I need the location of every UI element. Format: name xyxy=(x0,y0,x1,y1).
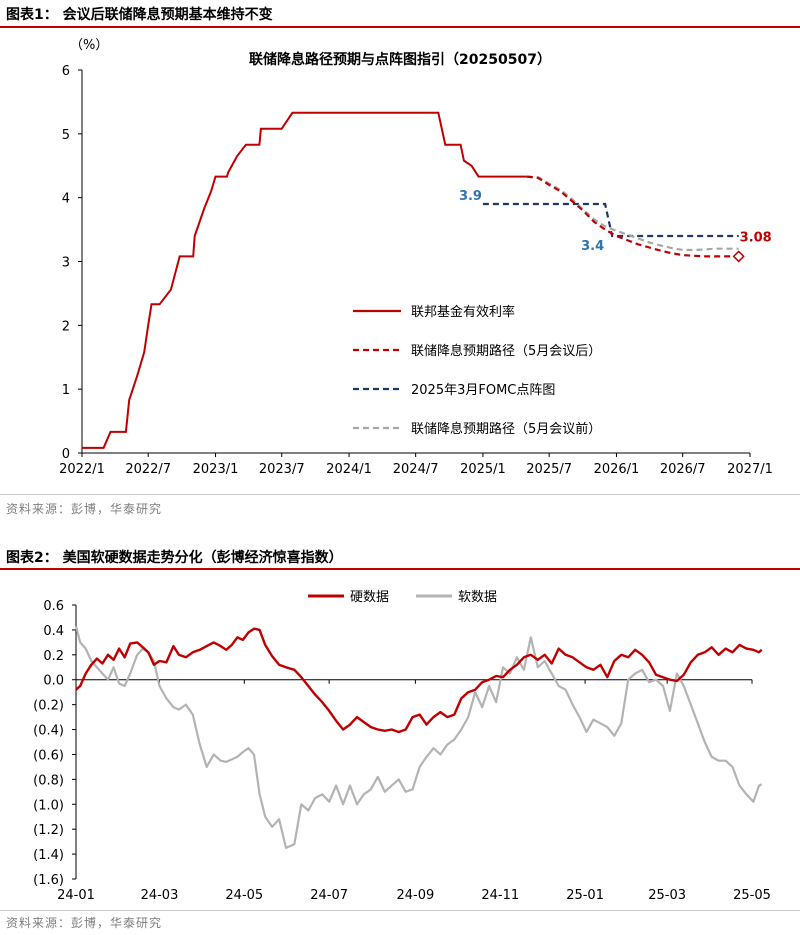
chart1-x-tick-label: 2024/7 xyxy=(393,462,439,477)
chart1-title: 联储降息路径预期与点阵图指引（20250507） xyxy=(249,51,551,68)
chart1-legend-label: 2025年3月FOMC点阵图 xyxy=(411,383,555,398)
chart1-x-tick-label: 2025/1 xyxy=(460,462,506,477)
chart2-y-tick-label: 0.2 xyxy=(43,649,64,664)
chart1-x-tick-label: 2027/1 xyxy=(727,462,773,477)
figure2-heading: 图表2： 美国软硬数据走势分化（彭博经济惊喜指数） xyxy=(6,550,343,566)
chart2-x-tick-label: 25-01 xyxy=(566,888,604,903)
chart1-x-tick-label: 2022/1 xyxy=(59,462,105,477)
chart1-x-tick-label: 2024/1 xyxy=(326,462,372,477)
chart2-x-tick-label: 24-05 xyxy=(225,888,263,903)
chart1-legend-label: 联储降息预期路径（5月会议后） xyxy=(411,343,601,359)
chart1-x-tick-label: 2023/7 xyxy=(259,462,305,477)
chart2-y-tick-label: (0.8) xyxy=(33,773,64,788)
chart2-x-tick-label: 25-03 xyxy=(648,888,686,903)
chart1-y-tick-label: 0 xyxy=(62,447,70,462)
chart2-x-tick-label: 24-03 xyxy=(141,888,179,903)
figure1-source: 资料来源：彭博，华泰研究 xyxy=(6,502,163,516)
chart1-y-tick-label: 5 xyxy=(62,128,70,143)
chart2-x-tick-label: 24-09 xyxy=(397,888,435,903)
chart2: 0.6 0.4 0.2 0.0 (0.2) (0.4) (0.6) (0.8) (1.0) (1.… xyxy=(33,590,771,903)
chart2-legend-label: 软数据 xyxy=(458,590,497,605)
chart2-legend-label: 硬数据 xyxy=(350,590,389,605)
chart1-legend-label: 联储降息预期路径（5月会议前） xyxy=(411,421,601,437)
chart1-x-tick-label: 2025/7 xyxy=(526,462,572,477)
chart1-series-line-2 xyxy=(482,202,739,238)
chart2-y-tick-label: 0.6 xyxy=(43,599,64,614)
chart2-y-tick-label: 0.4 xyxy=(43,624,64,639)
chart1-y-tick-label: 6 xyxy=(62,64,70,79)
chart2-x-tick-label: 25-05 xyxy=(733,888,771,903)
chart1-x-tick-label: 2022/7 xyxy=(125,462,171,477)
chart1-y-tick-label: 3 xyxy=(62,256,70,271)
chart2-x-tick-label: 24-11 xyxy=(481,888,519,903)
chart1-x-tick-label: 2026/7 xyxy=(660,462,706,477)
chart2-series-line-0 xyxy=(75,627,763,734)
chart1-dotplot-label: 3.4 xyxy=(581,239,604,254)
chart2-y-tick-label: (1.2) xyxy=(33,823,64,838)
chart1-end-label: 3.08 xyxy=(740,230,772,245)
chart2-y-tick-label: 0.0 xyxy=(43,674,64,689)
chart2-x-tick-label: 24-07 xyxy=(310,888,348,903)
chart2-y-tick-label: (0.6) xyxy=(33,748,64,763)
figure1-top-rule xyxy=(0,26,800,28)
chart1-dotplot-label: 3.9 xyxy=(459,189,482,204)
figure1-heading: 图表1： 会议后联储降息预期基本维持不变 xyxy=(6,7,273,23)
chart2-y-tick-label: (0.4) xyxy=(33,724,64,739)
chart1-y-tick-label: 2 xyxy=(62,319,70,334)
figure2-top-rule xyxy=(0,568,800,570)
figure1-bottom-rule xyxy=(0,494,800,495)
chart1-series-line-0 xyxy=(82,111,527,449)
chart1-x-tick-label: 2023/1 xyxy=(193,462,239,477)
chart2-y-tick-label: (1.4) xyxy=(33,848,64,863)
chart2-y-tick-label: (1.6) xyxy=(33,873,64,888)
chart1: 联储降息路径预期与点阵图指引（20250507） （%） 0 1 2 3 4 5 6 2022/1… xyxy=(59,38,773,477)
figure2-bottom-rule xyxy=(0,910,800,911)
chart1-y-unit: （%） xyxy=(70,38,108,53)
chart1-legend-label: 联邦基金有效利率 xyxy=(411,304,515,320)
chart2-x-tick-label: 24-01 xyxy=(57,888,95,903)
chart1-x-tick-label: 2026/1 xyxy=(594,462,640,477)
chart2-y-tick-label: (1.0) xyxy=(33,798,64,813)
chart2-series-line-1 xyxy=(74,625,763,849)
figure2-source: 资料来源：彭博，华泰研究 xyxy=(6,916,163,930)
chart1-end-marker xyxy=(732,250,745,263)
chart1-y-tick-label: 1 xyxy=(62,383,70,398)
chart2-y-tick-label: (0.2) xyxy=(33,699,64,714)
chart1-series-line-3 xyxy=(526,175,739,252)
chart1-y-tick-label: 4 xyxy=(62,192,70,207)
